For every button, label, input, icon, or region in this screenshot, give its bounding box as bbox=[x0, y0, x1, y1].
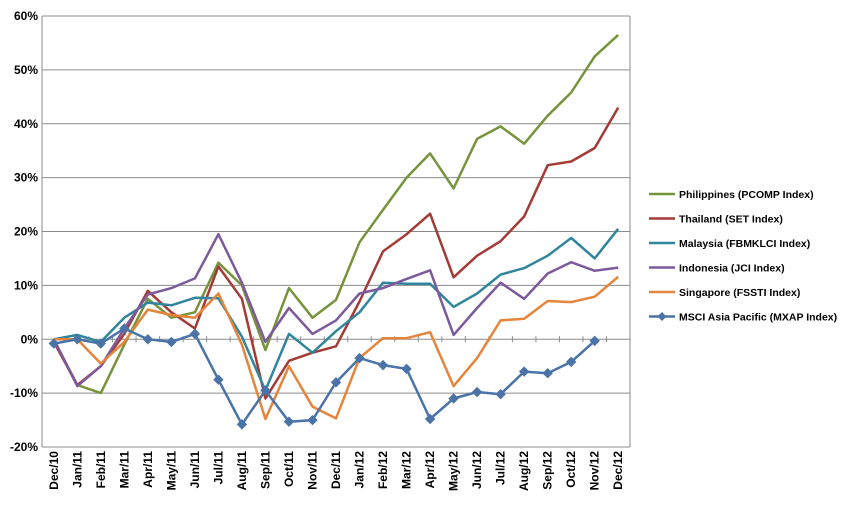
y-tick-label: 60% bbox=[14, 9, 38, 23]
x-tick-label: Feb/12 bbox=[376, 451, 390, 489]
data-point-marker bbox=[213, 374, 224, 385]
series-lines bbox=[48, 33, 620, 430]
series-line-4 bbox=[53, 275, 620, 421]
data-point-marker bbox=[330, 377, 342, 388]
y-axis-ticks: -20% -10% 0% 10% 20% 30% 40% 50% 60% bbox=[10, 9, 38, 454]
x-tick-label: Jan/11 bbox=[70, 451, 84, 488]
data-point-marker bbox=[119, 323, 130, 334]
series-line-3 bbox=[52, 232, 619, 388]
x-tick-label: May/11 bbox=[164, 451, 178, 491]
data-point-marker bbox=[542, 367, 553, 379]
series-line-0 bbox=[52, 33, 620, 395]
x-tick-label: Jan/12 bbox=[353, 451, 367, 489]
data-point-marker bbox=[401, 363, 412, 375]
legend-label: Malaysia (FBMKLCI Index) bbox=[679, 238, 810, 250]
legend-label: MSCI Asia Pacific (MXAP Index) bbox=[679, 312, 837, 324]
legend-label: Indonesia (JCI Index) bbox=[679, 263, 785, 275]
data-point-marker bbox=[283, 416, 295, 427]
data-point-marker bbox=[72, 334, 83, 345]
data-point-marker bbox=[424, 413, 436, 425]
x-tick-label: Feb/11 bbox=[94, 451, 108, 489]
data-point-marker bbox=[236, 419, 248, 430]
legend: Philippines (PCOMP Index) Thailand (SET I… bbox=[649, 189, 837, 324]
data-point-marker bbox=[354, 352, 365, 364]
series-line-5 bbox=[53, 327, 596, 426]
x-tick-label: Oct/11 bbox=[282, 451, 296, 487]
legend-marker bbox=[657, 312, 667, 321]
y-tick-label: -20% bbox=[10, 440, 38, 454]
x-tick-label: Mar/11 bbox=[117, 451, 131, 489]
x-tick-label: Jul/11 bbox=[211, 451, 225, 485]
data-point-marker bbox=[589, 335, 600, 347]
x-tick-label: Oct/12 bbox=[564, 451, 578, 488]
x-tick-label: Dec/10 bbox=[47, 451, 61, 490]
y-tick-label: 30% bbox=[14, 171, 38, 185]
x-tick-label: Apr/11 bbox=[141, 451, 155, 488]
y-tick-label: -10% bbox=[10, 386, 38, 400]
data-point-marker bbox=[307, 414, 318, 426]
data-point-marker bbox=[166, 336, 177, 348]
series-line-1 bbox=[52, 106, 620, 400]
x-tick-label: Apr/12 bbox=[423, 451, 437, 489]
y-tick-label: 10% bbox=[14, 278, 38, 292]
data-point-marker bbox=[189, 328, 201, 340]
y-tick-label: 20% bbox=[14, 225, 38, 239]
x-axis-ticks: Dec/10 Jan/11 Feb/11 Mar/11 Apr/11 May/11 Jun/… bbox=[41, 336, 625, 491]
x-tick-label: Mar/12 bbox=[400, 451, 414, 489]
series-line-2 bbox=[53, 228, 620, 392]
data-point-marker bbox=[565, 356, 577, 368]
y-tick-label: 50% bbox=[14, 63, 38, 77]
data-point-marker bbox=[495, 388, 506, 400]
x-tick-label: Sep/12 bbox=[541, 451, 555, 490]
y-tick-label: 40% bbox=[14, 117, 38, 131]
legend-label: Philippines (PCOMP Index) bbox=[679, 189, 814, 201]
x-tick-label: Dec/12 bbox=[611, 451, 625, 490]
data-point-marker bbox=[518, 366, 530, 377]
data-point-marker bbox=[142, 334, 154, 345]
x-tick-label: Aug/11 bbox=[235, 451, 249, 491]
x-tick-label: Sep/11 bbox=[258, 451, 272, 489]
x-tick-label: Jun/12 bbox=[470, 451, 484, 489]
data-point-marker bbox=[95, 338, 107, 349]
data-point-marker bbox=[471, 386, 483, 398]
data-point-marker bbox=[377, 359, 389, 371]
data-point-marker bbox=[48, 338, 59, 349]
legend-label: Thailand (SET Index) bbox=[679, 214, 783, 226]
legend-label: Singapore (FSSTI Index) bbox=[679, 287, 800, 299]
data-point-marker bbox=[448, 393, 459, 404]
gridlines bbox=[41, 15, 631, 448]
x-tick-label: Nov/12 bbox=[588, 451, 602, 491]
x-tick-label: Jul/12 bbox=[494, 451, 508, 485]
x-tick-label: May/12 bbox=[447, 451, 461, 491]
x-tick-label: Dec/11 bbox=[329, 451, 343, 489]
data-point-marker bbox=[260, 385, 271, 396]
y-tick-label: 0% bbox=[21, 332, 39, 346]
x-tick-label: Nov/11 bbox=[305, 451, 319, 490]
x-tick-label: Aug/12 bbox=[517, 451, 531, 491]
x-tick-label: Jun/11 bbox=[188, 451, 202, 489]
